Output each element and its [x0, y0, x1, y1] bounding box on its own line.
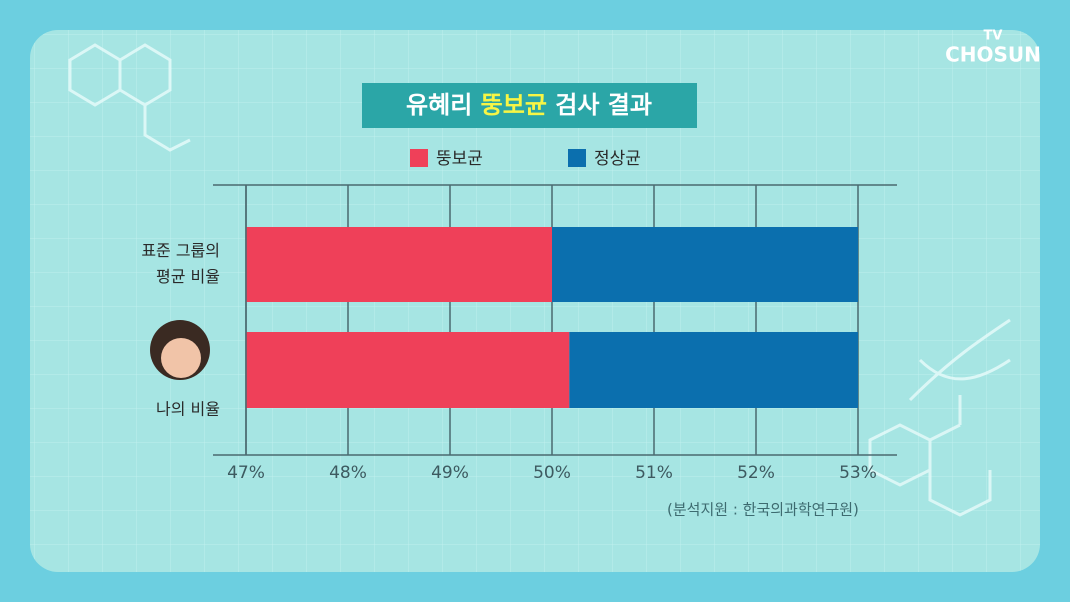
y-tick-label: 평균 비율	[156, 267, 220, 286]
bar-segment	[552, 227, 858, 302]
y-tick-label: 표준 그룹의	[141, 241, 220, 260]
y-tick-label: 나의 비율	[156, 400, 220, 419]
avatar	[150, 320, 210, 380]
x-tick-label: 48%	[329, 463, 367, 483]
logo-tv: TV	[984, 29, 1003, 44]
x-tick-label: 51%	[635, 463, 673, 483]
x-tick-label: 49%	[431, 463, 469, 483]
title-part: 뚱보균	[481, 91, 547, 119]
plot-area	[246, 227, 858, 408]
legend-swatch	[568, 149, 586, 167]
x-tick-label: 52%	[737, 463, 775, 483]
bar-segment	[569, 332, 858, 408]
title-part: 검사 결과	[555, 91, 652, 119]
source-note: (분석지원 : 한국의과학연구원)	[667, 501, 859, 519]
molecule-decoration	[68, 43, 1011, 517]
legend-swatch	[410, 149, 428, 167]
bar-segment	[246, 227, 552, 302]
legend-label: 뚱보균	[436, 149, 483, 169]
chart-title: 유혜리 뚱보균 검사 결과	[406, 91, 652, 119]
title-part: 유혜리	[406, 91, 472, 119]
bar-segment	[246, 332, 570, 408]
logo-name: CHOSUN	[945, 43, 1041, 67]
x-tick-label: 53%	[839, 463, 877, 483]
x-tick-label: 47%	[227, 463, 265, 483]
title-box	[362, 83, 697, 128]
legend-label: 정상균	[594, 149, 641, 169]
x-tick-label: 50%	[533, 463, 571, 483]
